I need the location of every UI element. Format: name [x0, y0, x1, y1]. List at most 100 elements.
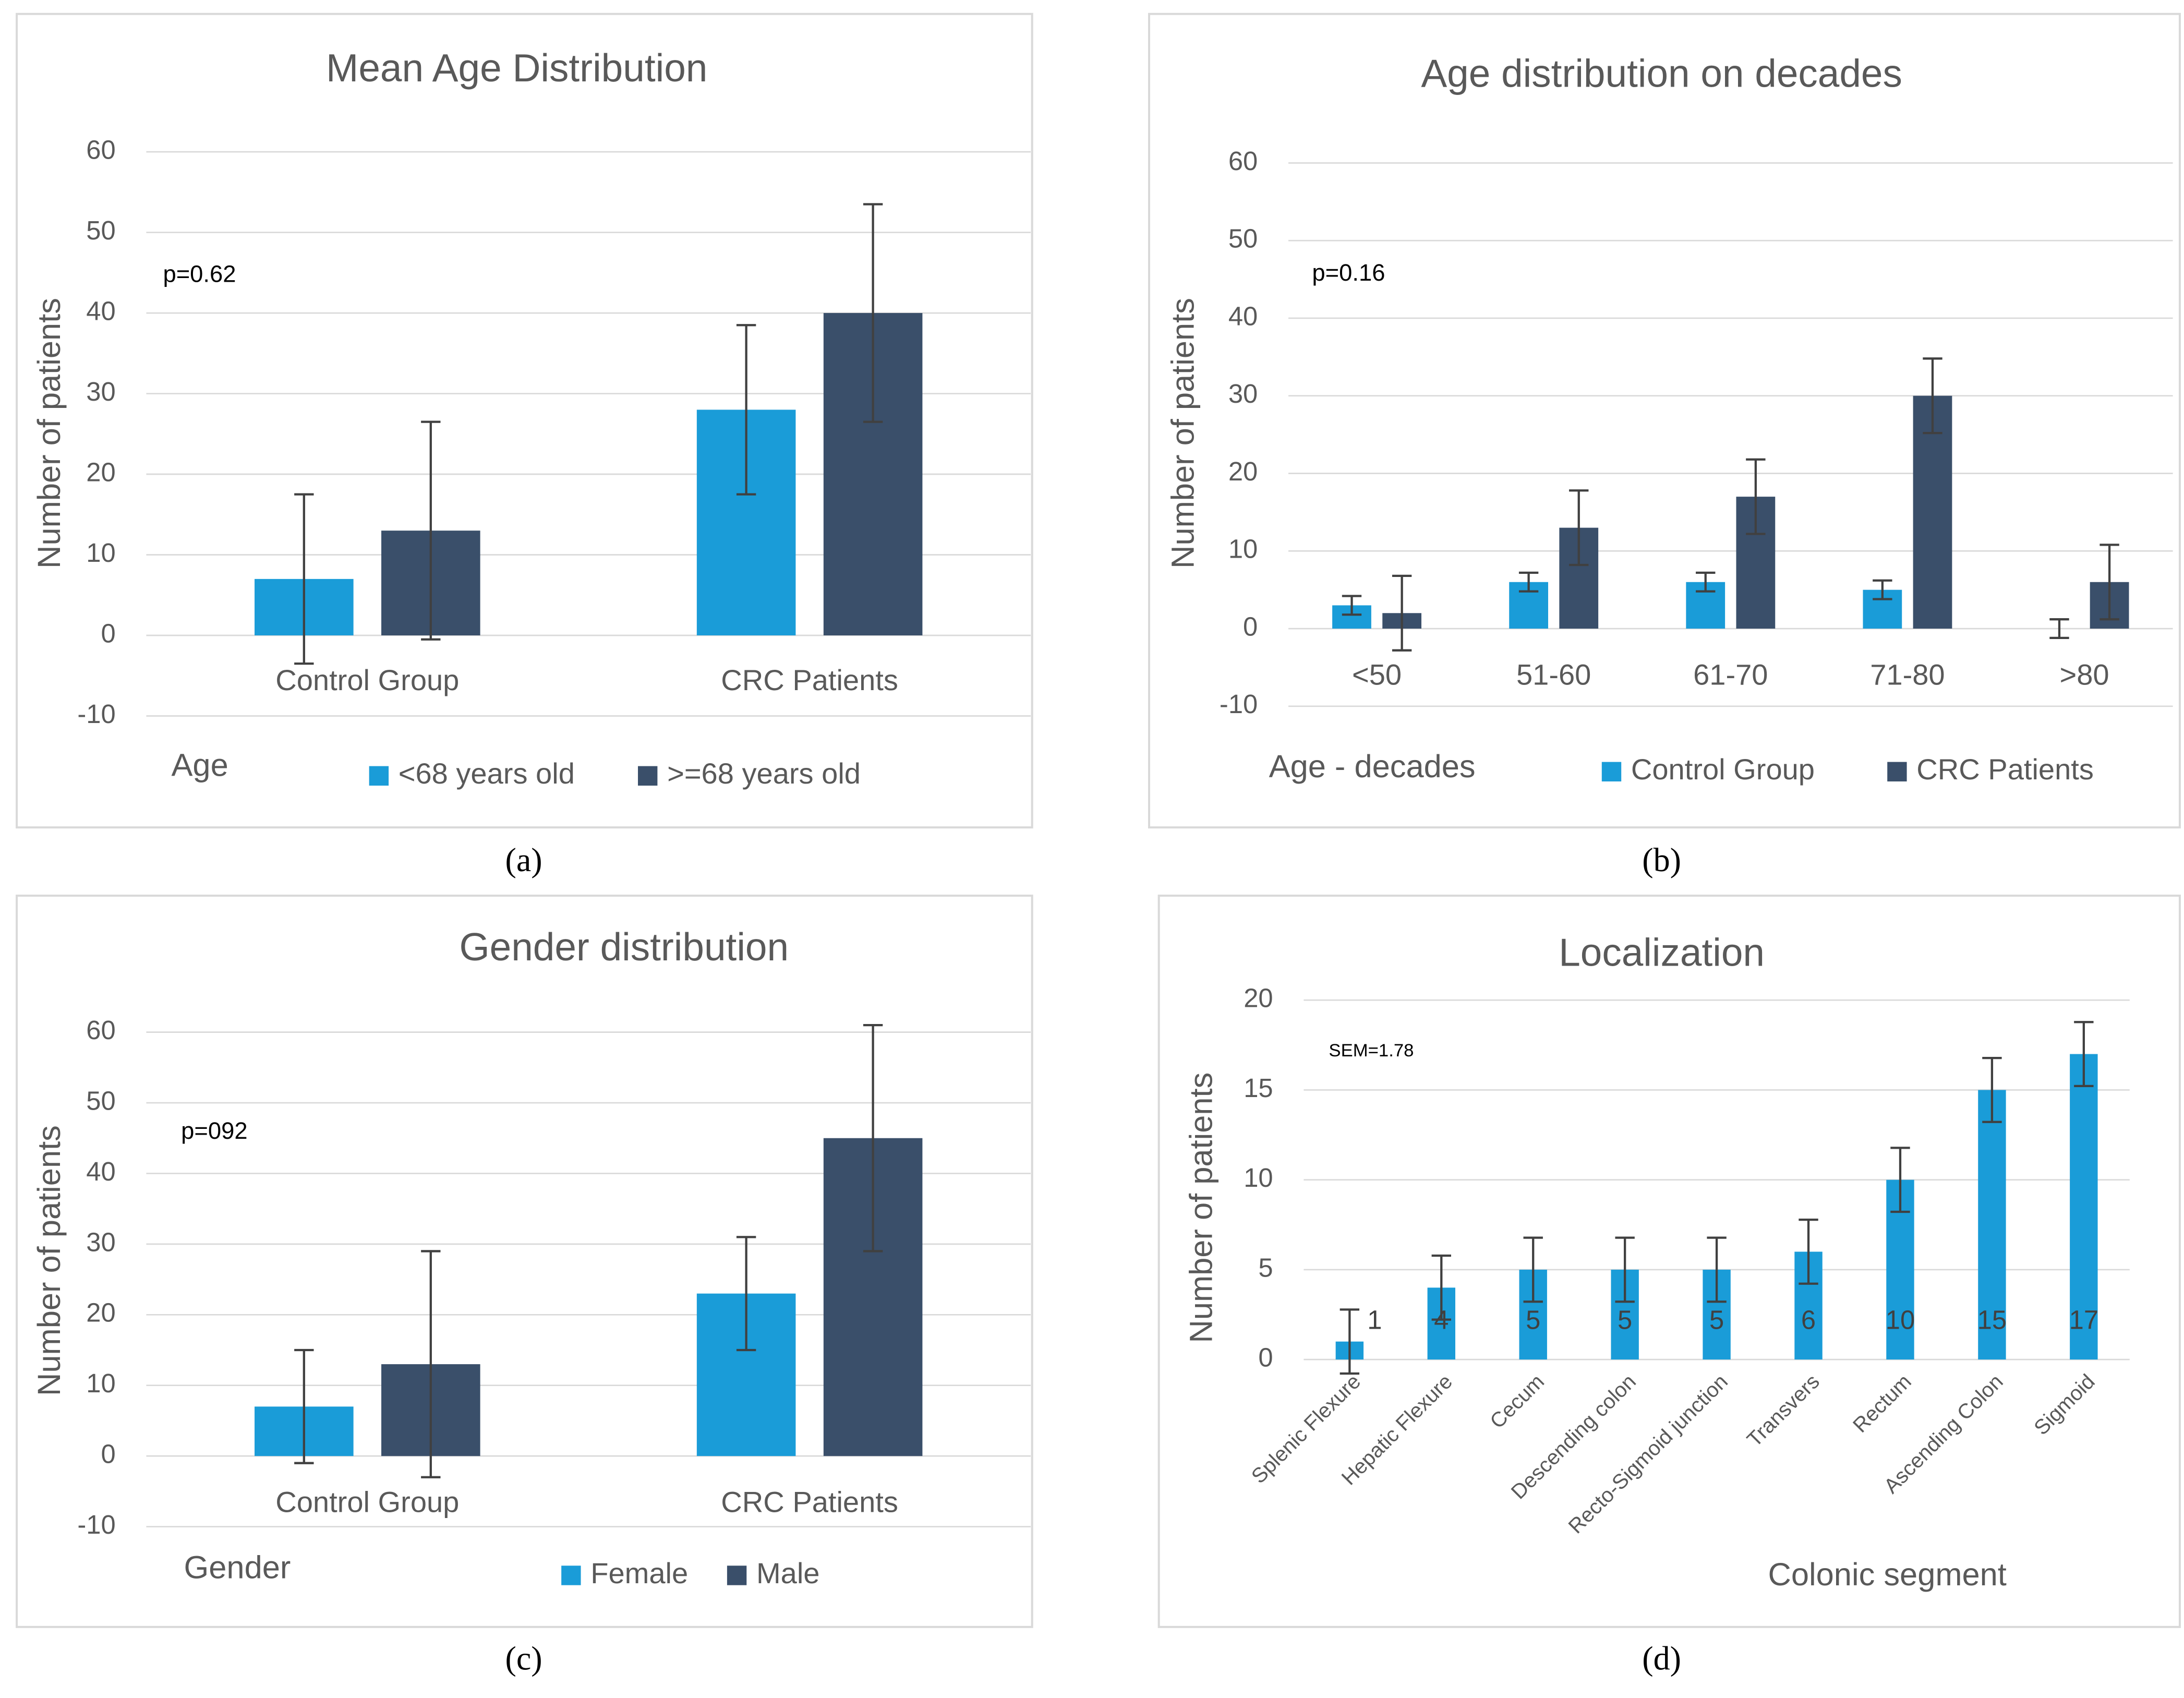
panel-label: (a)	[505, 841, 542, 878]
legend-label: Female	[590, 1557, 688, 1589]
y-tick-label: 5	[1258, 1253, 1273, 1282]
y-tick-label: 50	[86, 215, 115, 245]
y-axis-label: Number of patients	[31, 298, 67, 569]
x-axis-label: Colonic segment	[1768, 1557, 2007, 1593]
error-bar	[863, 203, 883, 423]
error-bar	[1982, 1056, 2002, 1123]
legend-swatch	[1887, 762, 1907, 781]
error-bar	[2049, 618, 2069, 640]
error-bar	[421, 1250, 441, 1478]
y-tick-label: 0	[1243, 611, 1258, 641]
x-tick-label: Sigmoid	[2030, 1370, 2099, 1439]
x-tick-label: Control Group	[275, 1486, 459, 1519]
x-tick-label: Cecum	[1486, 1370, 1549, 1433]
legend-swatch	[561, 1565, 581, 1585]
bar	[2070, 1054, 2098, 1360]
error-bar	[1615, 1236, 1635, 1303]
legend-label: <68 years old	[399, 757, 575, 790]
error-bar	[421, 420, 441, 641]
y-tick-label: 60	[86, 135, 115, 164]
error-bar	[1923, 357, 1942, 435]
x-tick-label: Recto-Sigmoid junction	[1564, 1370, 1732, 1538]
error-bar	[1799, 1219, 1818, 1285]
y-tick-label: 0	[1258, 1343, 1273, 1372]
y-tick-label: 30	[86, 1227, 115, 1257]
y-tick-label: 20	[86, 457, 115, 487]
y-tick-label: 10	[1228, 534, 1258, 564]
x-tick-label: 61-70	[1693, 658, 1768, 691]
annotation: p=0.62	[163, 261, 236, 287]
data-label: 6	[1801, 1305, 1816, 1334]
chart-title: Localization	[1559, 931, 1765, 974]
data-label: 5	[1709, 1305, 1724, 1334]
error-bar	[1890, 1147, 1910, 1213]
x-tick-label: CRC Patients	[721, 1486, 898, 1519]
error-bar	[1518, 571, 1539, 593]
y-tick-label: 10	[1244, 1163, 1273, 1193]
data-label: 1	[1367, 1305, 1382, 1334]
x-axis-label: Age	[171, 748, 228, 784]
data-label: 10	[1886, 1305, 1915, 1334]
legend-swatch	[369, 766, 389, 786]
error-bar	[1696, 571, 1716, 593]
panel-label: (b)	[1642, 841, 1681, 878]
error-bar	[736, 324, 756, 496]
y-tick-label: 40	[86, 1157, 115, 1186]
error-bar	[1392, 574, 1412, 652]
x-tick-label: 71-80	[1870, 658, 1945, 691]
panel-frame	[1148, 13, 2181, 829]
error-bar	[1523, 1236, 1543, 1303]
legend-label: CRC Patients	[1916, 753, 2094, 786]
y-tick-label: 60	[86, 1015, 115, 1045]
chart-title: Age distribution on decades	[1421, 52, 1902, 95]
panel-label: (d)	[1642, 1640, 1681, 1677]
y-tick-label: 50	[86, 1086, 115, 1115]
error-bar	[294, 1348, 314, 1464]
annotation: SEM=1.78	[1329, 1041, 1414, 1061]
y-tick-label: 40	[86, 296, 115, 326]
chart-title: Gender distribution	[460, 925, 789, 969]
y-tick-label: 20	[1244, 983, 1273, 1013]
legend-swatch	[1601, 762, 1622, 781]
error-bar	[294, 493, 314, 665]
y-tick-label: -10	[1220, 689, 1258, 719]
error-bar	[863, 1023, 883, 1253]
data-label: 17	[2069, 1305, 2098, 1334]
error-bar	[1569, 489, 1589, 567]
y-tick-label: 10	[86, 538, 115, 568]
y-tick-label: -10	[77, 699, 115, 729]
data-label: 4	[1434, 1305, 1449, 1334]
error-bar	[2099, 544, 2119, 621]
x-tick-label: <50	[1352, 658, 1402, 691]
error-bar	[1873, 579, 1892, 600]
y-axis-label: Number of patients	[31, 1125, 67, 1396]
y-tick-label: 10	[86, 1368, 115, 1398]
panel-frame	[16, 13, 1033, 829]
data-label: 5	[1618, 1305, 1632, 1334]
x-tick-label: CRC Patients	[721, 664, 898, 696]
y-tick-label: 20	[86, 1298, 115, 1328]
x-tick-label: Control Group	[275, 664, 459, 696]
panel-frame	[1157, 894, 2181, 1628]
y-tick-label: -10	[77, 1510, 115, 1539]
error-bar	[1746, 458, 1766, 535]
panel-label: (c)	[505, 1640, 542, 1677]
y-tick-label: 15	[1244, 1073, 1273, 1103]
x-axis-label: Gender	[184, 1550, 291, 1586]
bar	[1913, 395, 1952, 629]
error-bar	[1342, 595, 1362, 616]
annotation: p=092	[181, 1117, 247, 1144]
error-bar	[1340, 1308, 1360, 1375]
legend-swatch	[727, 1565, 747, 1585]
legend-label: >=68 years old	[667, 757, 861, 790]
bar	[1978, 1090, 2006, 1360]
y-tick-label: 0	[101, 1439, 115, 1469]
y-tick-label: 30	[86, 377, 115, 406]
y-tick-label: 40	[1228, 301, 1258, 331]
panel-frame	[16, 894, 1033, 1628]
y-axis-label: Number of patients	[1183, 1073, 1219, 1343]
data-label: 15	[1977, 1305, 2007, 1334]
y-axis-label: Number of patients	[1165, 298, 1201, 569]
